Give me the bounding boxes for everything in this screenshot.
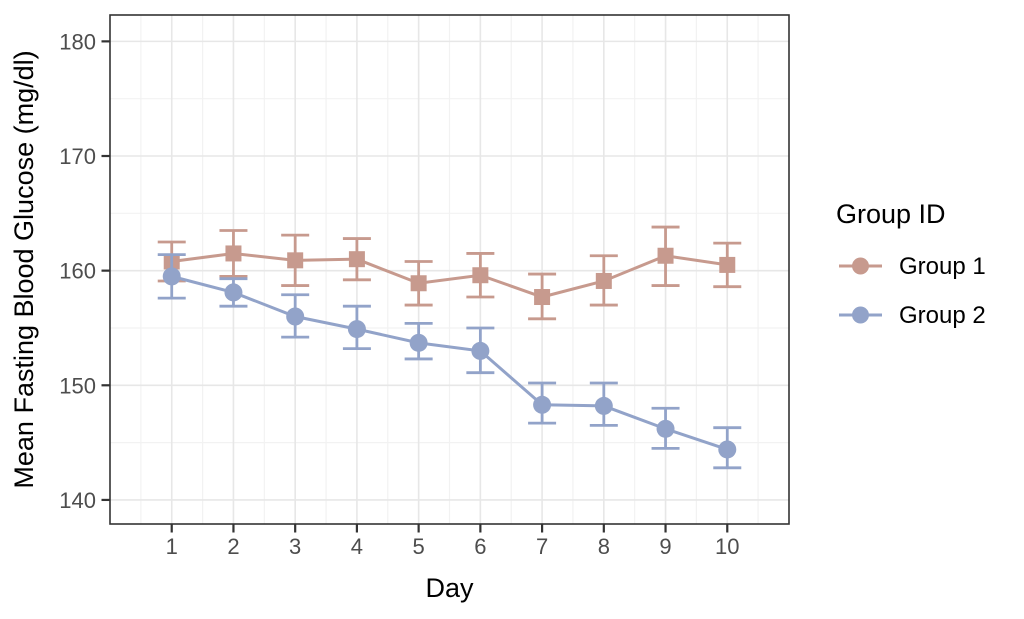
legend-title: Group ID bbox=[836, 199, 946, 229]
series-group-1 bbox=[157, 225, 742, 321]
x-tick-label: 4 bbox=[351, 534, 363, 559]
x-tick-label: 7 bbox=[536, 534, 548, 559]
y-tick-label: 170 bbox=[59, 144, 96, 169]
x-tick-label: 2 bbox=[227, 534, 239, 559]
x-tick-label: 5 bbox=[413, 534, 425, 559]
legend: Group ID Group 1 Group 2 bbox=[836, 199, 986, 329]
data-point-marker bbox=[595, 272, 612, 289]
series-line bbox=[171, 251, 728, 299]
data-point-marker bbox=[225, 245, 242, 262]
grid-major bbox=[110, 15, 789, 524]
data-point-marker bbox=[162, 267, 181, 286]
data-point-marker bbox=[348, 251, 365, 268]
y-axis-title: Mean Fasting Blood Glucose (mg/dl) bbox=[9, 50, 39, 488]
x-tick-label: 3 bbox=[289, 534, 301, 559]
legend-label: Group 2 bbox=[899, 302, 986, 329]
data-point-marker bbox=[287, 252, 304, 269]
panel-border bbox=[109, 14, 790, 525]
data-point-marker bbox=[410, 275, 427, 292]
series-line bbox=[171, 274, 728, 451]
plot-area: 140 150 160 170 180 1 2 3 4 5 6 7 8 9 10 bbox=[59, 14, 790, 559]
legend-entry-group-2: Group 2 bbox=[839, 302, 986, 329]
data-point-marker bbox=[594, 396, 613, 415]
y-tick-label: 140 bbox=[59, 488, 96, 513]
data-point-marker bbox=[533, 395, 552, 414]
data-point-marker bbox=[347, 320, 366, 339]
data-point-marker bbox=[471, 341, 490, 360]
x-tick-label: 8 bbox=[598, 534, 610, 559]
data-point-marker bbox=[409, 333, 428, 352]
y-tick-label: 180 bbox=[59, 29, 96, 54]
data-point-marker bbox=[534, 289, 551, 306]
y-tick-label: 150 bbox=[59, 373, 96, 398]
axis-tick-labels: 140 150 160 170 180 1 2 3 4 5 6 7 8 9 10 bbox=[59, 29, 739, 559]
data-point-marker bbox=[472, 267, 489, 284]
data-point-marker bbox=[657, 247, 674, 264]
x-tick-label: 9 bbox=[659, 534, 671, 559]
legend-swatch-marker bbox=[852, 257, 869, 275]
y-tick-label: 160 bbox=[59, 259, 96, 284]
legend-swatch-marker bbox=[852, 306, 869, 324]
x-tick-label: 10 bbox=[715, 534, 739, 559]
legend-label: Group 1 bbox=[899, 253, 986, 280]
data-point-marker bbox=[224, 283, 243, 302]
x-tick-label: 6 bbox=[474, 534, 486, 559]
data-point-marker bbox=[656, 419, 675, 438]
data-point-marker bbox=[286, 307, 305, 326]
data-point-marker bbox=[718, 440, 737, 459]
series-group-2 bbox=[157, 253, 742, 470]
legend-entry-group-1: Group 1 bbox=[839, 253, 986, 280]
axis-ticks bbox=[101, 40, 729, 533]
data-point-marker bbox=[719, 256, 736, 273]
x-tick-label: 1 bbox=[166, 534, 178, 559]
x-axis-title: Day bbox=[425, 573, 474, 603]
